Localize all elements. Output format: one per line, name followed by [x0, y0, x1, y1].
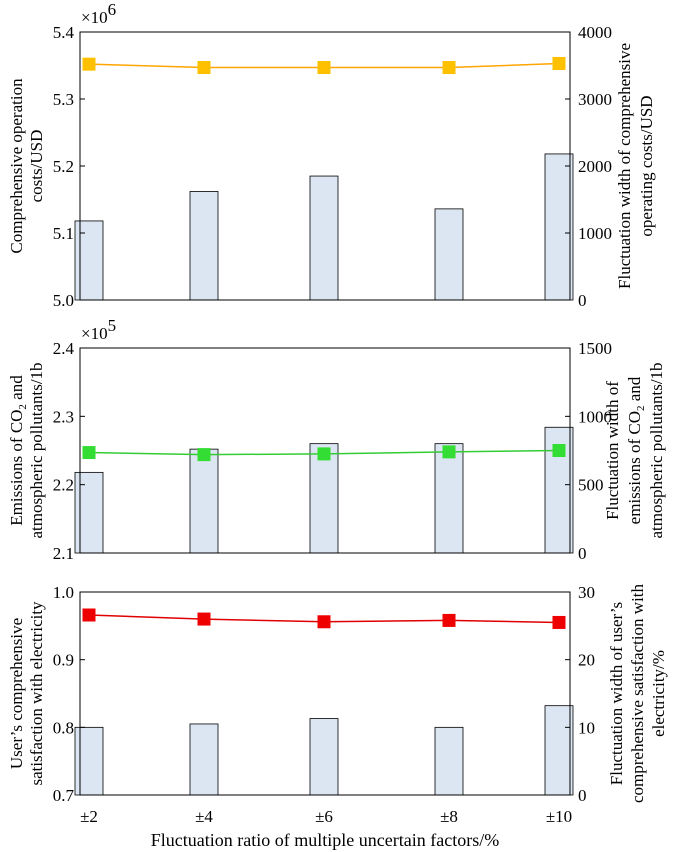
- line-marker-1: [82, 57, 96, 71]
- right-tick-label: 0: [578, 291, 587, 310]
- x-tick-label: ±2: [80, 807, 98, 826]
- right-axis-label: Fluctuation width of user’s comprehensive…: [607, 583, 668, 803]
- bar-2: [189, 448, 219, 554]
- line-marker-3: [317, 61, 331, 75]
- left-tick-label: 0.8: [53, 718, 74, 737]
- bar-1: [74, 220, 104, 301]
- bar-1: [74, 471, 104, 554]
- line-marker-4: [442, 613, 456, 627]
- right-tick-label: 30: [578, 583, 595, 602]
- panel-3: 0.7 0.8 0.9 1.0 0 10 20 30 User’s comprehensives…: [7, 583, 668, 805]
- right-tick-label: 20: [578, 651, 595, 670]
- left-tick-label: 2.4: [53, 339, 75, 358]
- left-tick-label: 5.0: [53, 291, 74, 310]
- axis-multiplier: ×106: [81, 0, 116, 27]
- line-marker-3: [317, 447, 331, 461]
- plot-frame: [79, 347, 571, 554]
- x-tick-label: ±8: [440, 807, 458, 826]
- left-axis-label: Comprehensive operationcosts/USD: [7, 78, 46, 254]
- line-marker-5: [552, 56, 566, 70]
- right-axis-label: Fluctuation width of emissions of CO2 and…: [603, 362, 666, 538]
- x-tick-label: ±6: [315, 807, 333, 826]
- right-tick-label: 1000: [578, 224, 612, 243]
- axis-multiplier: ×105: [81, 316, 116, 343]
- left-tick-label: 1.0: [53, 583, 74, 602]
- right-axis-label: Fluctuation width of comprehensive operat…: [615, 43, 656, 289]
- plot-frame: [79, 591, 571, 796]
- bar-2: [189, 191, 219, 301]
- x-tick-label: ±4: [195, 807, 213, 826]
- bar-5: [544, 705, 574, 796]
- left-axis-label: User’s comprehensivesatisfaction with el…: [7, 601, 46, 786]
- line-marker-5: [552, 444, 566, 457]
- bar-3: [309, 718, 339, 796]
- left-tick-label: 5.4: [53, 23, 75, 42]
- line-marker-4: [442, 61, 456, 75]
- right-tick-label: 3000: [578, 90, 612, 109]
- left-tick-label: 2.3: [53, 407, 74, 426]
- right-tick-label: 0: [578, 786, 587, 805]
- right-tick-label: 500: [578, 476, 604, 495]
- line-marker-5: [552, 615, 566, 629]
- panel-2: 2.1 2.2 2.3 2.4 0 500 1000 1500 ×105 Emissions of…: [7, 316, 666, 563]
- panel-1: 5.0 5.1 5.2 5.3 5.4 0 1000 2000 3000 4000 ×106 Comp…: [7, 0, 656, 310]
- x-axis-label: Fluctuation ratio of multiple uncertain …: [151, 830, 499, 850]
- line-marker-1: [82, 446, 96, 460]
- bar-3: [309, 175, 339, 301]
- line-marker-1: [82, 608, 96, 622]
- bar-5: [544, 153, 574, 301]
- left-tick-label: 2.2: [53, 476, 74, 495]
- x-tick-label: ±10: [546, 807, 572, 826]
- right-tick-label: 4000: [578, 23, 612, 42]
- left-tick-label: 2.1: [53, 544, 74, 563]
- line-marker-2: [197, 448, 211, 462]
- left-tick-label: 0.7: [53, 786, 75, 805]
- bar-4: [434, 208, 464, 301]
- right-tick-label: 1000: [578, 407, 612, 426]
- right-tick-label: 10: [578, 718, 595, 737]
- line-marker-3: [317, 615, 331, 629]
- bar-1: [74, 726, 104, 796]
- line-marker-2: [197, 612, 211, 626]
- right-tick-label: 1500: [578, 339, 612, 358]
- bar-2: [189, 723, 219, 796]
- left-tick-label: 5.2: [53, 157, 74, 176]
- right-tick-label: 0: [578, 544, 587, 563]
- right-tick-label: 2000: [578, 157, 612, 176]
- left-tick-label: 5.3: [53, 90, 74, 109]
- bar-4: [434, 726, 464, 796]
- line-marker-2: [197, 61, 211, 75]
- bar-4: [434, 443, 464, 554]
- left-tick-label: 5.1: [53, 224, 74, 243]
- line-marker-4: [442, 445, 456, 459]
- left-axis-label: Emissions of CO2 andatmospheric pollutan…: [7, 362, 46, 538]
- left-tick-label: 0.9: [53, 651, 74, 670]
